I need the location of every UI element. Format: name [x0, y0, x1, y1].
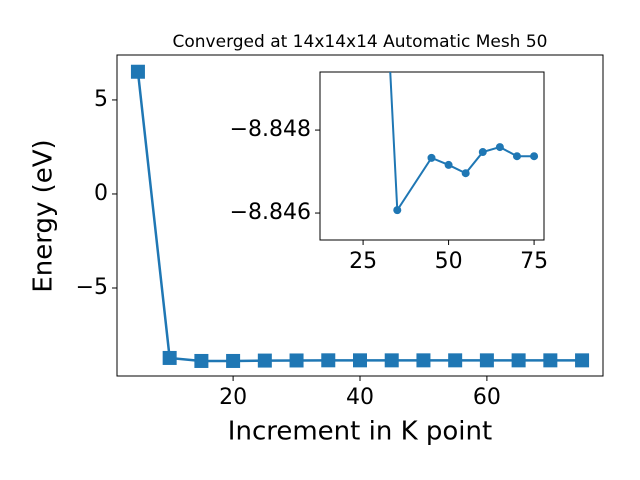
- y-tick-label: 5: [94, 87, 108, 112]
- marker: [257, 353, 272, 368]
- y-tick-label: −5: [76, 275, 108, 300]
- marker: [162, 350, 177, 365]
- marker: [130, 64, 145, 79]
- marker: [461, 169, 470, 178]
- x-tick-label: 60: [473, 385, 501, 410]
- x-tick-label: 50: [435, 249, 463, 274]
- marker: [416, 353, 431, 368]
- marker: [543, 353, 558, 368]
- x-tick-label: 20: [219, 385, 247, 410]
- x-tick-label: 75: [520, 249, 548, 274]
- y-tick-label: −8.846: [230, 200, 311, 225]
- marker: [511, 353, 526, 368]
- marker: [530, 152, 539, 161]
- x-tick-label: 25: [349, 249, 377, 274]
- marker: [427, 153, 436, 162]
- y-tick-label: 0: [94, 181, 108, 206]
- chart-title: Converged at 14x14x14 Automatic Mesh 50: [173, 32, 548, 52]
- marker: [384, 353, 399, 368]
- y-axis-label: Energy (eV): [29, 139, 59, 292]
- marker: [353, 353, 367, 368]
- x-tick-label: 40: [346, 385, 374, 410]
- marker: [448, 353, 463, 368]
- x-axis-label: Increment in K point: [228, 417, 492, 447]
- marker: [575, 353, 590, 368]
- y-tick-label: −8.848: [230, 117, 311, 142]
- marker: [444, 160, 453, 169]
- marker: [479, 353, 494, 368]
- marker: [495, 143, 504, 152]
- marker: [321, 353, 336, 368]
- marker: [478, 148, 487, 157]
- marker: [226, 353, 241, 368]
- marker: [194, 353, 209, 368]
- marker: [512, 152, 521, 161]
- marker: [393, 206, 402, 215]
- marker: [289, 353, 304, 368]
